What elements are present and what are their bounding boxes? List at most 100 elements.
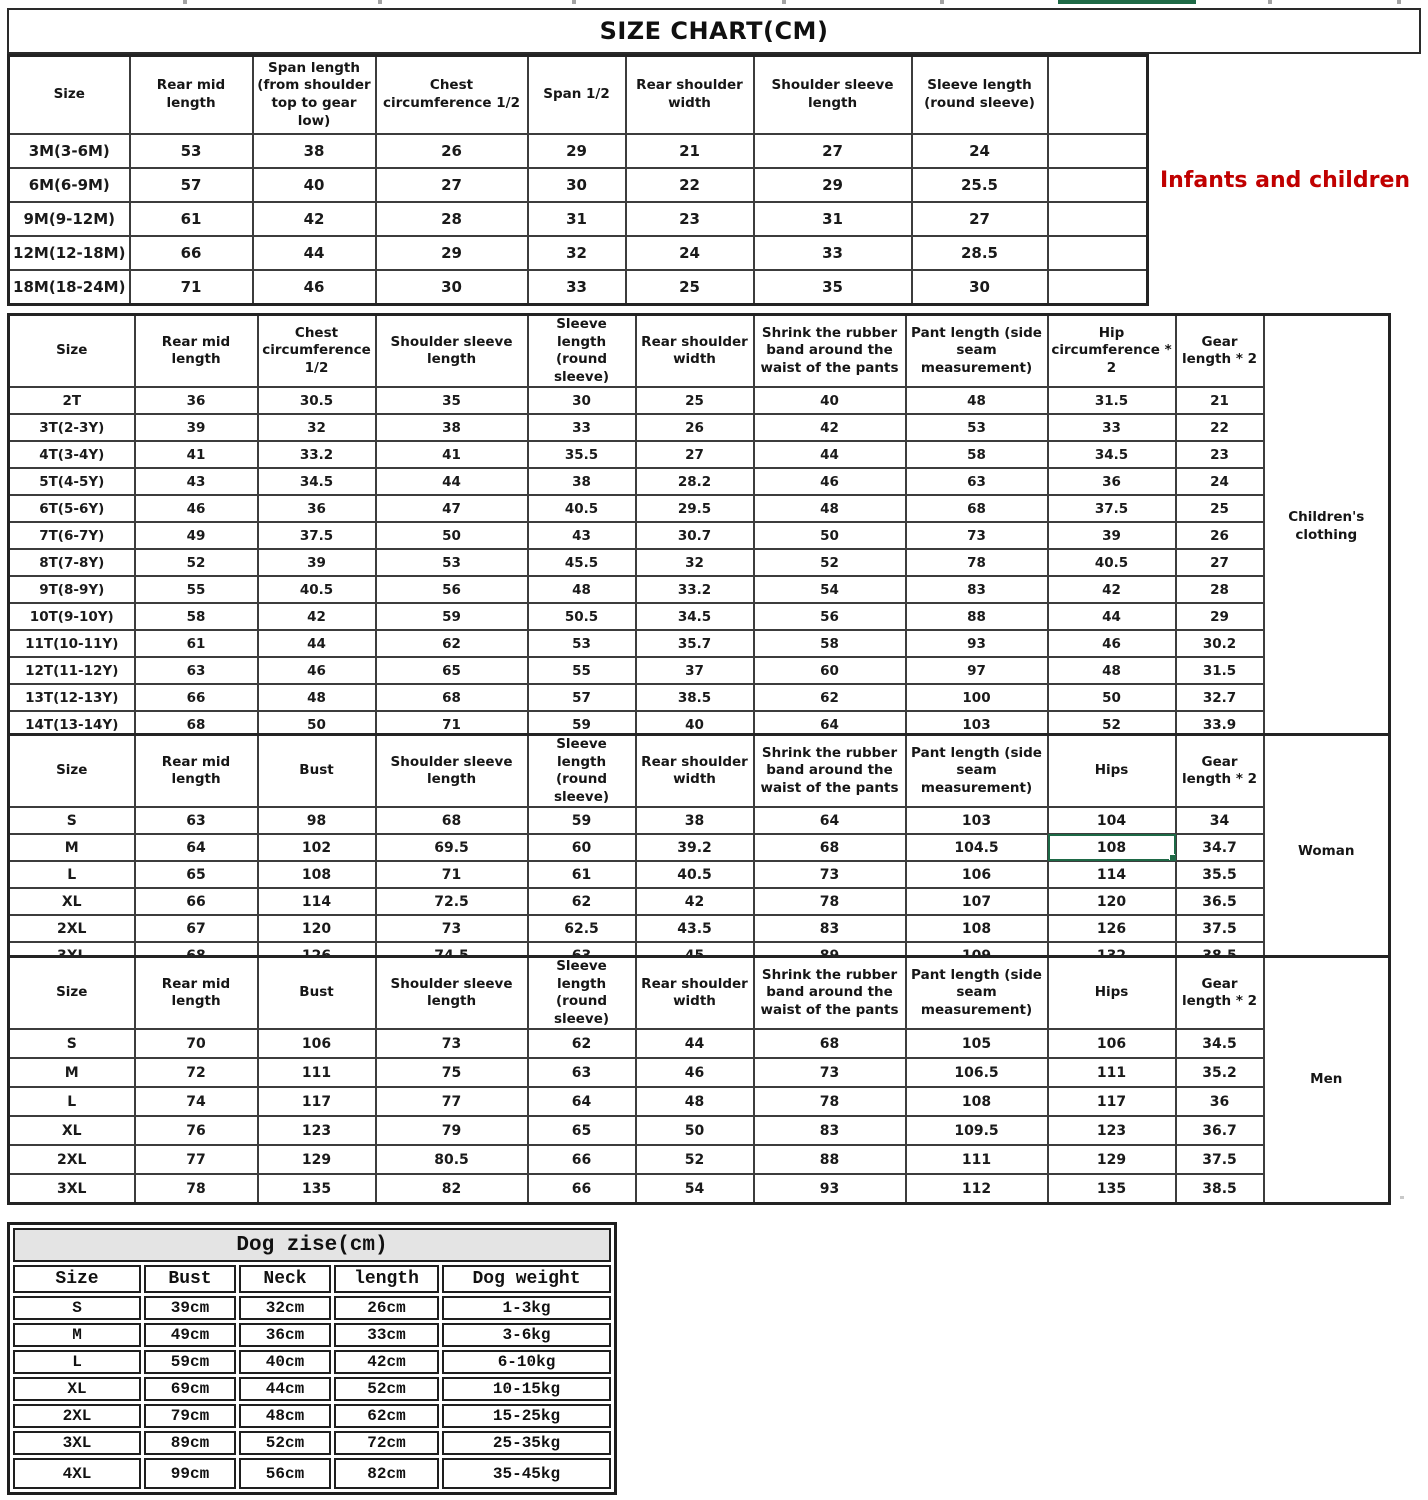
table-cell: 36 [133,386,259,416]
table-cell: 34 [1174,806,1265,836]
table-cell: 82cm [334,1458,439,1489]
table-cell: XL [7,1115,136,1147]
table-cell: 12T(11-12Y) [7,656,136,686]
table-cell: 63 [133,656,259,686]
table-cell: 6M(6-9M) [7,167,131,203]
table-cell: 50.5 [526,602,637,632]
column-header: Shoulder sleeve length [752,54,913,135]
table-cell: 42 [256,602,377,632]
table-cell: 46 [133,494,259,524]
empty-cell [1046,269,1149,306]
column-header: Hips [1046,733,1177,809]
table-cell: L [13,1350,141,1374]
table-cell: 83 [904,575,1049,605]
table-cell: 56cm [239,1458,331,1489]
table-cell: 106 [1046,1028,1177,1060]
table-cell: 10T(9-10Y) [7,602,136,632]
column-header: Shrink the rubber band around the waist … [752,955,907,1031]
table-cell: 41 [374,440,529,470]
table-cell: 72.5 [374,887,529,917]
column-header: Sleeve length (round sleeve) [526,313,637,389]
table-cell: 79 [374,1115,529,1147]
table-cell: 30.5 [256,386,377,416]
table-cell: 73 [374,914,529,944]
table-cell: 50 [634,1115,755,1147]
table-cell: 54 [752,575,907,605]
table-cell: 9T(8-9Y) [7,575,136,605]
table-cell: 111 [1046,1057,1177,1089]
table-cell: 27 [752,133,913,169]
table-cell: 88 [752,1144,907,1176]
column-header: Bust [256,955,377,1031]
table-row: 5T(4-5Y) 43 34.5 44 38 28.2 46 63 36 24 [7,467,1390,497]
table-cell: 62 [374,629,529,659]
table-cell: 78 [752,887,907,917]
table-cell: 1-3kg [442,1296,611,1320]
table-cell: XL [7,887,136,917]
table-cell: 2XL [7,914,136,944]
table-cell: 39 [1046,521,1177,551]
table-row: M 49cm 36cm 33cm 3-6kg [13,1323,611,1347]
table-row: 18M(18-24M) 71 46 30 33 25 35 30 [7,269,1149,306]
table-cell: 31.5 [1046,386,1177,416]
table-cell: 61 [128,201,254,237]
table-cell: 49 [133,521,259,551]
men-size-table: Size Rear mid length Bust Shoulder sleeve l… [7,955,1391,1206]
table-cell: 78 [133,1173,259,1205]
table-cell: 73 [752,860,907,890]
table-cell: 120 [256,914,377,944]
table-cell: 53 [374,548,529,578]
table-cell: 42 [251,201,377,237]
table-cell: 106 [256,1028,377,1060]
column-header: Rear shoulder width [634,733,755,809]
table-cell: 30 [526,386,637,416]
table-cell: 29 [1174,602,1265,632]
table-cell: 54 [634,1173,755,1205]
table-cell: 68 [752,1028,907,1060]
table-cell: 12M(12-18M) [7,235,131,271]
table-cell: 70 [133,1028,259,1060]
table-cell: 6T(5-6Y) [7,494,136,524]
table-cell: 35.7 [634,629,755,659]
table-cell: 32.7 [1174,683,1265,713]
table-cell: 4T(3-4Y) [7,440,136,470]
header-row: Size Rear mid length Span length (from sho… [7,54,1149,135]
table-cell: 59cm [144,1350,236,1374]
table-row: 13T(12-13Y) 66 48 68 57 38.5 62 100 50 32.7 [7,683,1390,713]
table-cell: 32 [526,235,627,271]
column-header: Size [7,955,136,1031]
table-cell: 104.5 [904,833,1049,863]
table-cell: 44 [1046,602,1177,632]
table-cell: 34.5 [1174,1028,1265,1060]
table-cell: 3M(3-6M) [7,133,131,169]
column-header: Chest circumference 1/2 [256,313,377,389]
table-cell: 89cm [144,1431,236,1455]
gridline-tick [940,0,944,4]
table-cell: 18M(18-24M) [7,269,131,306]
column-header: Bust [144,1265,236,1293]
table-cell: 39cm [144,1296,236,1320]
table-cell: 21 [624,133,755,169]
infants-label: Infants and children [1159,167,1411,193]
table-cell: 2T [7,386,136,416]
table-cell: 36 [1046,467,1177,497]
table-cell: 108 [904,1086,1049,1118]
table-cell: 78 [752,1086,907,1118]
table-cell: 5T(4-5Y) [7,467,136,497]
table-cell: 50 [374,521,529,551]
table-cell: 65 [133,860,259,890]
gridline-tick [183,0,187,4]
table-cell: 56 [752,602,907,632]
table-row: 6T(5-6Y) 46 36 47 40.5 29.5 48 68 37.5 25 [7,494,1390,524]
table-cell: 25.5 [910,167,1049,203]
table-row: XL 69cm 44cm 52cm 10-15kg [13,1377,611,1401]
table-cell: 42cm [334,1350,439,1374]
table-cell: 27 [634,440,755,470]
table-cell: 69.5 [374,833,529,863]
table-row: M 64 102 69.5 60 39.2 68 104.5 108 34.7 [7,833,1390,863]
column-header: Dog weight [442,1265,611,1293]
table-cell: 68 [904,494,1049,524]
table-cell: 64 [133,833,259,863]
table-cell: 52 [133,548,259,578]
table-row: S 39cm 32cm 26cm 1-3kg [13,1296,611,1320]
